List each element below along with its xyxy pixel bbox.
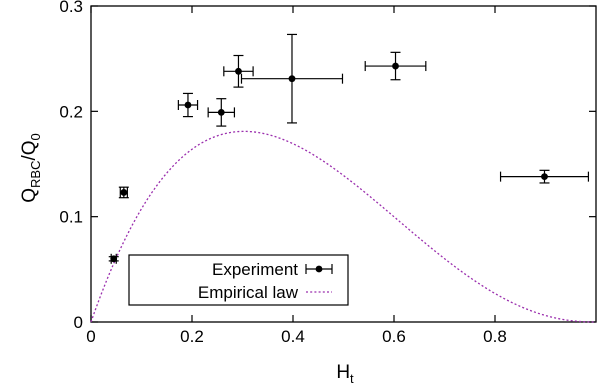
- x-tick-label: 0.4: [281, 327, 305, 346]
- experiment-point: [207, 98, 236, 127]
- x-tick-label: 0.6: [382, 327, 406, 346]
- x-tick-label: 0: [86, 327, 95, 346]
- ticks: 0 0.2 0.4 0.6 0.8 0 0.1 0.2 0.3: [59, 0, 596, 346]
- legend-label-empirical-law: Empirical law: [198, 283, 299, 302]
- empirical-law-series: [90, 130, 596, 323]
- experiment-marker: [184, 101, 192, 109]
- experiment-marker: [110, 255, 118, 263]
- experiment-marker: [235, 67, 242, 75]
- experiment-point: [240, 33, 344, 124]
- experiment-marker: [217, 108, 225, 116]
- plot-frame: [90, 5, 597, 323]
- experiment-marker: [288, 75, 296, 83]
- x-tick-label: 0.2: [180, 327, 204, 346]
- y-tick-label: 0.3: [59, 0, 83, 16]
- legend: Experiment Empirical law: [128, 254, 349, 306]
- y-tick-label: 0.1: [59, 208, 83, 227]
- experiment-marker: [120, 189, 128, 196]
- legend-label-experiment: Experiment: [212, 260, 298, 279]
- x-tick-label: 0.8: [483, 327, 507, 346]
- experiment-point: [499, 169, 590, 184]
- experiment-point: [364, 51, 427, 81]
- experiment-point: [108, 253, 119, 264]
- y-tick-label: 0: [74, 313, 83, 332]
- experiment-point: [223, 54, 254, 88]
- axes: [90, 5, 597, 323]
- experiment-marker: [392, 62, 399, 70]
- legend-sample-marker: [315, 265, 323, 273]
- experiment-series: [108, 33, 590, 264]
- experiment-marker: [541, 173, 548, 181]
- y-axis-label: QRBC/Q0: [19, 133, 43, 203]
- legend-box: [128, 254, 349, 306]
- experiment-point: [118, 186, 129, 199]
- experiment-point: [177, 92, 199, 118]
- x-axis-label: Ht: [336, 362, 354, 386]
- y-tick-label: 0.2: [59, 102, 83, 121]
- empirical-law-curve: [90, 130, 596, 323]
